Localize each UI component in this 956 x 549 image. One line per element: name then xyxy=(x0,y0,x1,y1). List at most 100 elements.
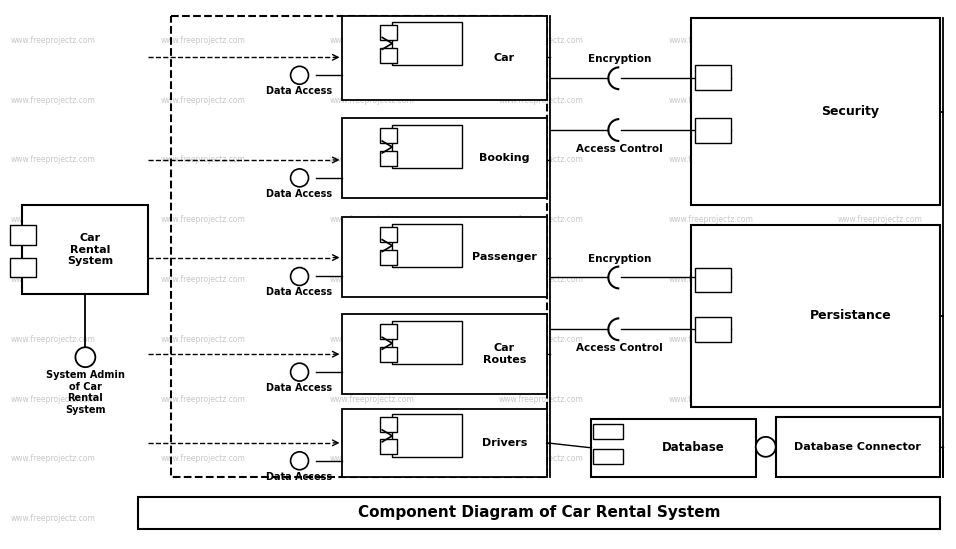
Text: www.freeprojectz.com: www.freeprojectz.com xyxy=(837,155,923,165)
Text: www.freeprojectz.com: www.freeprojectz.com xyxy=(668,215,753,224)
Text: www.freeprojectz.com: www.freeprojectz.com xyxy=(499,454,584,463)
Text: www.freeprojectz.com: www.freeprojectz.com xyxy=(161,96,246,105)
Bar xyxy=(695,65,731,90)
Bar xyxy=(22,205,148,294)
Text: www.freeprojectz.com: www.freeprojectz.com xyxy=(161,395,246,404)
Text: www.freeprojectz.com: www.freeprojectz.com xyxy=(837,275,923,284)
Text: www.freeprojectz.com: www.freeprojectz.com xyxy=(668,155,753,165)
Text: www.freeprojectz.com: www.freeprojectz.com xyxy=(11,454,96,463)
Text: www.freeprojectz.com: www.freeprojectz.com xyxy=(330,514,415,523)
Text: Database Connector: Database Connector xyxy=(794,442,922,452)
Text: Encryption: Encryption xyxy=(588,54,651,64)
Circle shape xyxy=(291,169,309,187)
Circle shape xyxy=(76,347,96,367)
Text: Access Control: Access Control xyxy=(576,343,663,353)
Text: Data Access: Data Access xyxy=(267,288,333,298)
Text: www.freeprojectz.com: www.freeprojectz.com xyxy=(499,395,584,404)
Text: www.freeprojectz.com: www.freeprojectz.com xyxy=(668,96,753,105)
Bar xyxy=(342,118,547,198)
Bar xyxy=(342,15,547,100)
Text: www.freeprojectz.com: www.freeprojectz.com xyxy=(499,36,584,45)
Text: www.freeprojectz.com: www.freeprojectz.com xyxy=(668,454,753,463)
Text: www.freeprojectz.com: www.freeprojectz.com xyxy=(668,514,753,523)
Text: www.freeprojectz.com: www.freeprojectz.com xyxy=(330,215,415,224)
Text: Drivers: Drivers xyxy=(482,438,527,448)
Bar xyxy=(380,324,397,339)
Bar xyxy=(380,417,397,432)
Circle shape xyxy=(291,267,309,285)
Bar xyxy=(392,414,462,457)
Text: www.freeprojectz.com: www.freeprojectz.com xyxy=(11,335,96,344)
Text: www.freeprojectz.com: www.freeprojectz.com xyxy=(330,454,415,463)
Bar xyxy=(594,449,623,464)
Bar xyxy=(342,315,547,394)
Text: Data Access: Data Access xyxy=(267,383,333,393)
Text: Car
Rental
System: Car Rental System xyxy=(67,233,113,266)
Text: www.freeprojectz.com: www.freeprojectz.com xyxy=(161,215,246,224)
Text: www.freeprojectz.com: www.freeprojectz.com xyxy=(330,36,415,45)
Text: Persistance: Persistance xyxy=(810,309,891,322)
Bar xyxy=(594,424,623,439)
Text: www.freeprojectz.com: www.freeprojectz.com xyxy=(499,275,584,284)
Text: www.freeprojectz.com: www.freeprojectz.com xyxy=(668,275,753,284)
Text: www.freeprojectz.com: www.freeprojectz.com xyxy=(837,215,923,224)
Bar xyxy=(695,267,731,293)
Text: www.freeprojectz.com: www.freeprojectz.com xyxy=(11,36,96,45)
Text: www.freeprojectz.com: www.freeprojectz.com xyxy=(668,335,753,344)
Text: Security: Security xyxy=(821,105,880,118)
Bar xyxy=(592,419,756,477)
Bar xyxy=(342,217,547,298)
Text: www.freeprojectz.com: www.freeprojectz.com xyxy=(499,155,584,165)
Text: www.freeprojectz.com: www.freeprojectz.com xyxy=(837,335,923,344)
Text: Component Diagram of Car Rental System: Component Diagram of Car Rental System xyxy=(358,505,721,520)
Text: www.freeprojectz.com: www.freeprojectz.com xyxy=(837,454,923,463)
Text: www.freeprojectz.com: www.freeprojectz.com xyxy=(837,395,923,404)
Text: Data Access: Data Access xyxy=(267,189,333,199)
Text: www.freeprojectz.com: www.freeprojectz.com xyxy=(161,36,246,45)
Bar xyxy=(695,317,731,342)
Bar xyxy=(392,321,462,364)
Bar xyxy=(10,225,35,245)
Text: Car: Car xyxy=(493,53,515,63)
Bar xyxy=(380,25,397,41)
Bar xyxy=(380,151,397,166)
Text: www.freeprojectz.com: www.freeprojectz.com xyxy=(11,96,96,105)
Text: www.freeprojectz.com: www.freeprojectz.com xyxy=(837,514,923,523)
Text: www.freeprojectz.com: www.freeprojectz.com xyxy=(11,215,96,224)
Text: www.freeprojectz.com: www.freeprojectz.com xyxy=(668,395,753,404)
Text: www.freeprojectz.com: www.freeprojectz.com xyxy=(161,275,246,284)
Text: System Admin
of Car
Rental
System: System Admin of Car Rental System xyxy=(46,370,125,415)
Text: www.freeprojectz.com: www.freeprojectz.com xyxy=(668,36,753,45)
Text: www.freeprojectz.com: www.freeprojectz.com xyxy=(499,335,584,344)
Bar xyxy=(139,497,940,529)
Text: www.freeprojectz.com: www.freeprojectz.com xyxy=(837,96,923,105)
Text: www.freeprojectz.com: www.freeprojectz.com xyxy=(330,96,415,105)
Circle shape xyxy=(291,66,309,84)
Text: Database: Database xyxy=(663,441,725,455)
Text: www.freeprojectz.com: www.freeprojectz.com xyxy=(161,454,246,463)
Circle shape xyxy=(291,363,309,381)
Text: www.freeprojectz.com: www.freeprojectz.com xyxy=(837,36,923,45)
Text: www.freeprojectz.com: www.freeprojectz.com xyxy=(330,395,415,404)
Text: Encryption: Encryption xyxy=(588,254,651,264)
Text: www.freeprojectz.com: www.freeprojectz.com xyxy=(499,514,584,523)
Text: www.freeprojectz.com: www.freeprojectz.com xyxy=(11,275,96,284)
Bar xyxy=(380,48,397,63)
Bar xyxy=(691,19,940,205)
Bar xyxy=(10,257,35,277)
Text: Data Access: Data Access xyxy=(267,86,333,96)
Text: www.freeprojectz.com: www.freeprojectz.com xyxy=(11,155,96,165)
Text: Access Control: Access Control xyxy=(576,144,663,154)
Text: Passenger: Passenger xyxy=(472,252,536,262)
Text: www.freeprojectz.com: www.freeprojectz.com xyxy=(330,275,415,284)
Text: www.freeprojectz.com: www.freeprojectz.com xyxy=(11,514,96,523)
Text: Booking: Booking xyxy=(479,153,530,163)
Bar xyxy=(380,227,397,242)
Circle shape xyxy=(291,452,309,470)
Bar xyxy=(380,128,397,143)
Text: www.freeprojectz.com: www.freeprojectz.com xyxy=(330,335,415,344)
Bar xyxy=(380,250,397,265)
Circle shape xyxy=(756,437,775,457)
Text: www.freeprojectz.com: www.freeprojectz.com xyxy=(11,395,96,404)
Text: www.freeprojectz.com: www.freeprojectz.com xyxy=(161,514,246,523)
